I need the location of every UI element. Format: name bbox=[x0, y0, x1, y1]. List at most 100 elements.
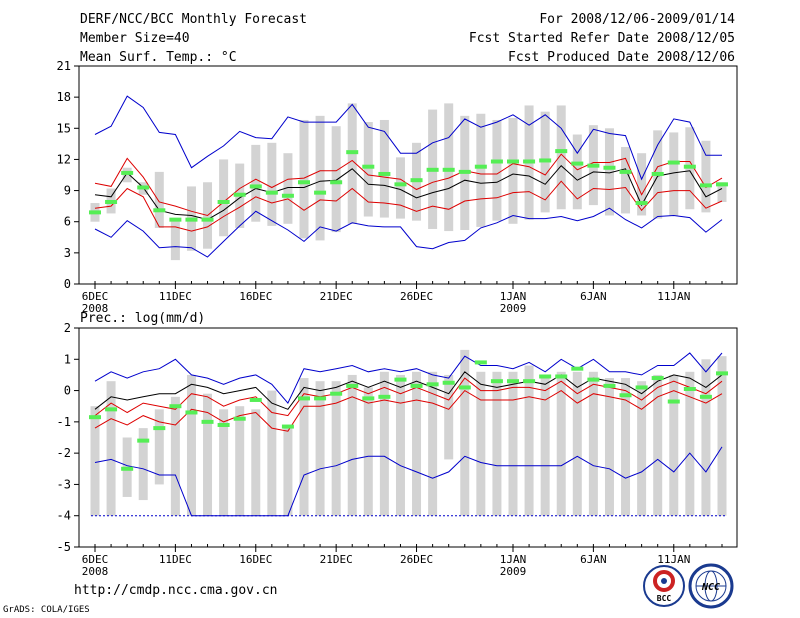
ensemble-box bbox=[90, 406, 100, 516]
x-tick-label: 6JAN bbox=[580, 553, 607, 566]
observation-marker bbox=[410, 383, 423, 388]
observation-marker bbox=[153, 426, 166, 431]
observation-marker bbox=[137, 185, 150, 190]
observation-marker bbox=[555, 149, 568, 154]
observation-marker bbox=[298, 396, 310, 401]
x-tick-label: 1JAN bbox=[500, 290, 527, 303]
observation-marker bbox=[105, 199, 118, 204]
observation-marker bbox=[298, 180, 310, 185]
observation-marker bbox=[571, 366, 584, 371]
ensemble-box bbox=[637, 381, 647, 516]
y-tick-label: 2 bbox=[64, 321, 71, 335]
observation-marker bbox=[587, 377, 600, 382]
observation-marker bbox=[442, 380, 455, 385]
x-tick-label: 16DEC bbox=[239, 553, 272, 566]
observation-marker bbox=[490, 159, 503, 164]
footer-url[interactable]: http://cmdp.ncc.cma.gov.cn bbox=[74, 583, 278, 598]
observation-marker bbox=[137, 438, 150, 443]
ensemble-box bbox=[604, 378, 614, 516]
observation-marker bbox=[571, 161, 584, 166]
observation-marker bbox=[458, 169, 471, 174]
y-tick-label: 21 bbox=[57, 59, 71, 73]
observation-marker bbox=[651, 171, 664, 176]
ensemble-box bbox=[315, 381, 325, 516]
observation-marker bbox=[426, 167, 439, 172]
ensemble-box bbox=[299, 119, 309, 239]
observation-marker bbox=[683, 387, 696, 392]
observation-marker bbox=[233, 192, 246, 197]
observation-marker bbox=[249, 184, 262, 189]
observation-marker bbox=[346, 150, 359, 155]
forecast-period: For 2008/12/06-2009/01/14 bbox=[539, 12, 735, 27]
ensemble-box bbox=[717, 356, 727, 516]
ensemble-box bbox=[444, 103, 454, 232]
y-tick-label: 1 bbox=[64, 352, 71, 366]
ensemble-box bbox=[460, 349, 470, 516]
ensemble-box bbox=[556, 371, 566, 516]
x-tick-label: 21DEC bbox=[320, 290, 353, 303]
y-tick-label: 0 bbox=[64, 384, 71, 398]
ensemble-box bbox=[122, 167, 132, 183]
ensemble-box bbox=[219, 409, 229, 516]
observation-marker bbox=[185, 410, 198, 415]
observation-marker bbox=[121, 466, 134, 471]
observation-marker bbox=[394, 377, 407, 382]
ensemble-box bbox=[492, 119, 502, 221]
inner-low-line bbox=[94, 389, 723, 432]
observation-marker bbox=[683, 164, 696, 169]
ensemble-box bbox=[267, 142, 277, 226]
observation-marker bbox=[314, 396, 327, 401]
grads-credit: GrADS: COLA/IGES bbox=[3, 605, 90, 615]
outer-high-line bbox=[94, 352, 723, 405]
y-tick-label: -2 bbox=[57, 446, 71, 460]
ensemble-box bbox=[203, 393, 213, 516]
observation-marker bbox=[716, 182, 728, 187]
y-tick-label: 18 bbox=[57, 90, 71, 104]
inner-high-line bbox=[94, 153, 723, 217]
ensemble-box bbox=[251, 409, 261, 516]
observation-marker bbox=[121, 170, 134, 175]
observation-marker bbox=[635, 201, 648, 206]
observation-marker bbox=[265, 190, 278, 195]
observation-marker bbox=[378, 394, 391, 399]
observation-marker bbox=[667, 399, 680, 404]
observation-marker bbox=[281, 424, 294, 429]
ensemble-box bbox=[476, 371, 486, 516]
ensemble-box bbox=[347, 103, 357, 224]
observation-marker bbox=[362, 164, 375, 169]
x-tick-label: 1JAN bbox=[500, 553, 527, 566]
chart-title: DERF/NCC/BCC Monthly Forecast bbox=[80, 12, 307, 27]
ensemble-box bbox=[508, 371, 518, 516]
ensemble-box bbox=[267, 390, 277, 516]
observation-marker bbox=[555, 374, 568, 379]
ensemble-box bbox=[379, 119, 389, 218]
ensemble-box bbox=[685, 371, 695, 516]
observation-marker bbox=[539, 158, 552, 163]
observation-marker bbox=[458, 385, 471, 390]
observation-marker bbox=[587, 163, 600, 168]
ensemble-box bbox=[331, 126, 341, 233]
observation-marker bbox=[201, 217, 214, 222]
x-tick-label: 21DEC bbox=[320, 553, 353, 566]
outer-low-line bbox=[94, 207, 723, 258]
observation-marker bbox=[169, 404, 182, 409]
ensemble-box bbox=[701, 140, 711, 213]
y-tick-label: 15 bbox=[57, 121, 71, 135]
ensemble-box bbox=[315, 115, 325, 241]
ensemble-box bbox=[572, 371, 582, 516]
observation-marker bbox=[153, 208, 166, 213]
y-tick-label: -1 bbox=[57, 415, 71, 429]
ensemble-box bbox=[524, 365, 534, 516]
y-tick-label: 12 bbox=[57, 152, 71, 166]
ensemble-box bbox=[251, 144, 261, 222]
observation-marker bbox=[603, 383, 616, 388]
y-tick-label: -4 bbox=[57, 509, 71, 523]
ensemble-box bbox=[347, 374, 357, 516]
ensemble-box bbox=[154, 409, 164, 485]
observation-marker bbox=[314, 190, 327, 195]
observation-marker bbox=[474, 164, 487, 169]
observation-marker bbox=[89, 210, 101, 215]
ensemble-box bbox=[283, 428, 293, 516]
ensemble-box bbox=[283, 153, 293, 224]
ensemble-box bbox=[556, 105, 566, 210]
